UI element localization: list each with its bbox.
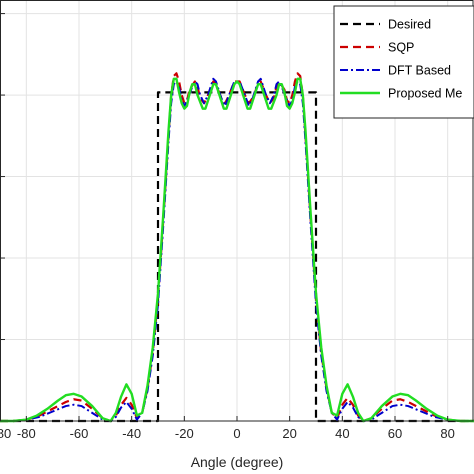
- x-tick-label-edge: 80: [0, 426, 11, 441]
- x-tick-label: -80: [17, 426, 36, 441]
- legend-label: Desired: [388, 18, 431, 32]
- x-tick-label: 40: [335, 426, 349, 441]
- x-tick-label: 20: [282, 426, 296, 441]
- legend: Desired SQP DFT Based Proposed Me: [333, 5, 474, 119]
- x-tick-label: 80: [440, 426, 454, 441]
- legend-label: Proposed Me: [388, 87, 462, 101]
- x-tick-label: 60: [388, 426, 402, 441]
- x-tick-label: -40: [122, 426, 141, 441]
- x-tick-label: -60: [70, 426, 89, 441]
- legend-label: SQP: [388, 41, 414, 55]
- x-axis-label: Angle (degree): [191, 454, 284, 470]
- x-tick-label: 0: [233, 426, 240, 441]
- tick-layer: -80 -60 -40 -20 0 20 40 60 80 80: [0, 13, 455, 441]
- legend-label: DFT Based: [388, 64, 451, 78]
- x-tick-label: -20: [175, 426, 194, 441]
- series-line-proposed-me: [0, 77, 474, 423]
